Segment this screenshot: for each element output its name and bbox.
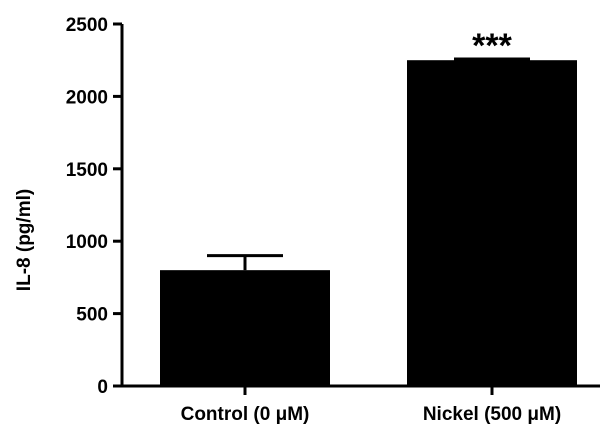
y-tick-label: 1000 <box>66 232 108 253</box>
y-axis-title: IL-8 (pg/ml) <box>14 189 35 291</box>
x-tick-label: Control (0 μM) <box>181 404 310 425</box>
error-bars: *** <box>207 27 530 271</box>
x-tick-label: Nickel (500 μM) <box>423 404 561 425</box>
x-axis: Control (0 μM) Nickel (500 μM) <box>122 384 600 425</box>
y-tick-label: 0 <box>97 377 108 398</box>
y-axis: 0 500 1000 1500 2000 2500 <box>66 15 124 398</box>
significance-label: *** <box>472 27 512 65</box>
bars <box>160 60 577 386</box>
y-tick-label: 2500 <box>66 15 108 36</box>
y-tick-label: 2000 <box>66 87 108 108</box>
bar <box>407 60 577 386</box>
y-tick-label: 500 <box>76 305 108 326</box>
y-tick-label: 1500 <box>66 160 108 181</box>
bar <box>160 270 330 386</box>
